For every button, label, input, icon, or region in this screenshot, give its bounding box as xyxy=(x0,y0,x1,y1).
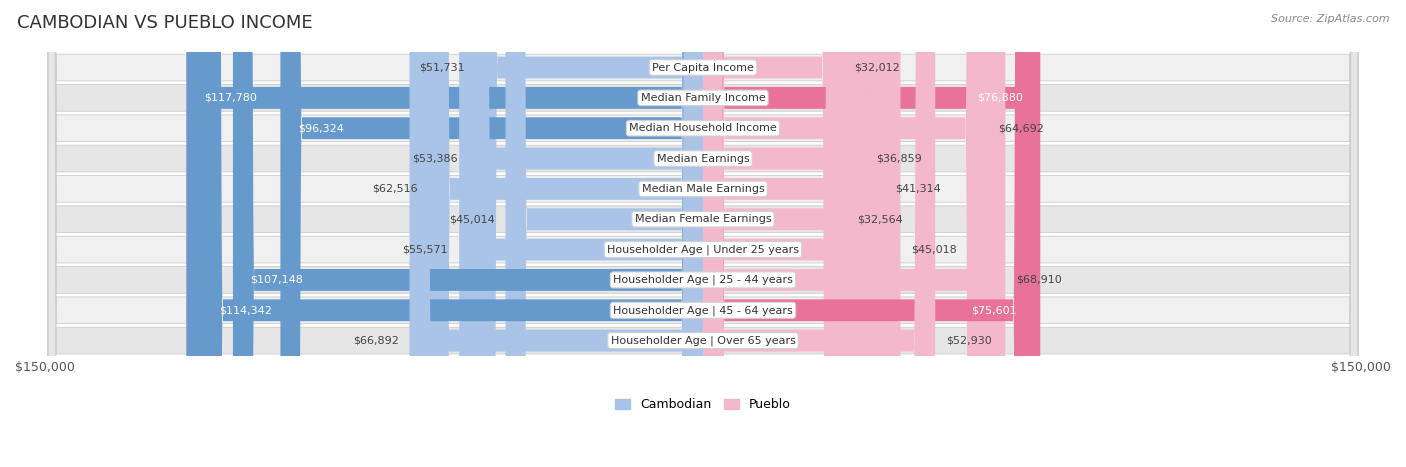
Text: $45,018: $45,018 xyxy=(911,245,957,255)
FancyBboxPatch shape xyxy=(48,0,1358,467)
FancyBboxPatch shape xyxy=(703,0,1040,467)
Text: $36,859: $36,859 xyxy=(876,154,921,163)
Text: $64,692: $64,692 xyxy=(998,123,1043,133)
Legend: Cambodian, Pueblo: Cambodian, Pueblo xyxy=(610,393,796,416)
FancyBboxPatch shape xyxy=(703,0,1005,467)
Text: $51,731: $51,731 xyxy=(419,63,465,72)
Text: $32,564: $32,564 xyxy=(856,214,903,224)
Text: $52,930: $52,930 xyxy=(946,336,991,346)
FancyBboxPatch shape xyxy=(703,0,935,467)
FancyBboxPatch shape xyxy=(703,0,846,467)
Text: $45,014: $45,014 xyxy=(449,214,495,224)
FancyBboxPatch shape xyxy=(409,0,703,467)
FancyBboxPatch shape xyxy=(48,0,1358,467)
FancyBboxPatch shape xyxy=(280,0,703,467)
Text: $62,516: $62,516 xyxy=(373,184,418,194)
FancyBboxPatch shape xyxy=(506,0,703,467)
FancyBboxPatch shape xyxy=(703,0,1035,467)
FancyBboxPatch shape xyxy=(48,0,1358,467)
FancyBboxPatch shape xyxy=(703,0,900,467)
FancyBboxPatch shape xyxy=(48,0,1358,467)
Text: Median Male Earnings: Median Male Earnings xyxy=(641,184,765,194)
FancyBboxPatch shape xyxy=(703,0,865,467)
FancyBboxPatch shape xyxy=(477,0,703,467)
FancyBboxPatch shape xyxy=(460,0,703,467)
FancyBboxPatch shape xyxy=(703,0,884,467)
FancyBboxPatch shape xyxy=(48,0,1358,467)
Text: Householder Age | Under 25 years: Householder Age | Under 25 years xyxy=(607,244,799,255)
Text: $96,324: $96,324 xyxy=(298,123,344,133)
Text: $117,780: $117,780 xyxy=(204,93,257,103)
Text: Householder Age | 25 - 44 years: Householder Age | 25 - 44 years xyxy=(613,275,793,285)
FancyBboxPatch shape xyxy=(48,0,1358,467)
FancyBboxPatch shape xyxy=(703,0,844,467)
Text: Median Family Income: Median Family Income xyxy=(641,93,765,103)
Text: Median Female Earnings: Median Female Earnings xyxy=(634,214,772,224)
FancyBboxPatch shape xyxy=(468,0,703,467)
Text: Median Household Income: Median Household Income xyxy=(628,123,778,133)
Text: $53,386: $53,386 xyxy=(412,154,458,163)
FancyBboxPatch shape xyxy=(48,0,1358,467)
Text: $32,012: $32,012 xyxy=(855,63,900,72)
Text: $76,880: $76,880 xyxy=(977,93,1022,103)
Text: $114,342: $114,342 xyxy=(219,305,271,315)
Text: Householder Age | Over 65 years: Householder Age | Over 65 years xyxy=(610,335,796,346)
FancyBboxPatch shape xyxy=(201,0,703,467)
FancyBboxPatch shape xyxy=(48,0,1358,467)
Text: CAMBODIAN VS PUEBLO INCOME: CAMBODIAN VS PUEBLO INCOME xyxy=(17,14,312,32)
FancyBboxPatch shape xyxy=(186,0,703,467)
Text: $66,892: $66,892 xyxy=(353,336,398,346)
Text: Median Earnings: Median Earnings xyxy=(657,154,749,163)
FancyBboxPatch shape xyxy=(48,0,1358,467)
FancyBboxPatch shape xyxy=(233,0,703,467)
Text: Source: ZipAtlas.com: Source: ZipAtlas.com xyxy=(1271,14,1389,24)
FancyBboxPatch shape xyxy=(48,0,1358,467)
Text: $41,314: $41,314 xyxy=(896,184,941,194)
Text: $75,601: $75,601 xyxy=(972,305,1017,315)
Text: $68,910: $68,910 xyxy=(1017,275,1062,285)
Text: $55,571: $55,571 xyxy=(402,245,449,255)
Text: Per Capita Income: Per Capita Income xyxy=(652,63,754,72)
Text: Householder Age | 45 - 64 years: Householder Age | 45 - 64 years xyxy=(613,305,793,316)
FancyBboxPatch shape xyxy=(703,0,987,467)
Text: $107,148: $107,148 xyxy=(250,275,304,285)
FancyBboxPatch shape xyxy=(429,0,703,467)
